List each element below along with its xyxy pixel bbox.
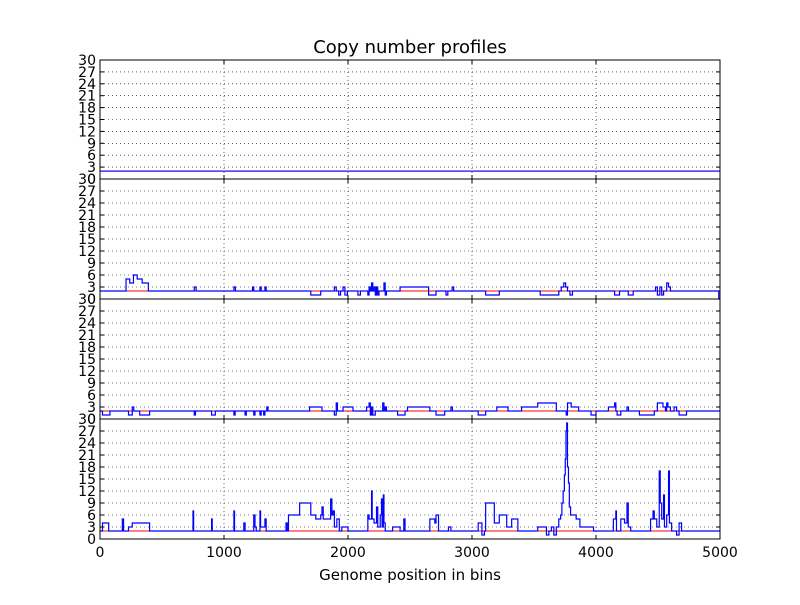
profile-line-2 xyxy=(100,274,720,300)
profile-line-4 xyxy=(100,422,720,536)
y-tick-label: 30 xyxy=(78,292,96,308)
y-tick-label: 9 xyxy=(87,256,96,272)
y-tick-label: 18 xyxy=(78,340,96,356)
y-tick-label: 24 xyxy=(78,436,96,452)
y-tick-label: 15 xyxy=(78,113,96,129)
y-tick-label: 30 xyxy=(78,53,96,69)
baseline-layer xyxy=(100,170,720,532)
y-tick-label: 12 xyxy=(78,484,96,500)
y-tick-label: 15 xyxy=(78,352,96,368)
y-tick-label: 24 xyxy=(78,77,96,93)
x-tick-label: 4000 xyxy=(578,545,614,561)
y-tick-label: 18 xyxy=(78,460,96,476)
y-tick-layer: 0369121518212427300369121518212427300369… xyxy=(78,53,720,548)
y-tick-label: 0 xyxy=(87,172,96,188)
y-tick-label: 0 xyxy=(87,292,96,308)
y-tick-label: 9 xyxy=(87,376,96,392)
y-tick-label: 12 xyxy=(78,124,96,140)
y-tick-label: 21 xyxy=(78,448,96,464)
y-tick-label: 30 xyxy=(78,412,96,428)
y-tick-label: 12 xyxy=(78,364,96,380)
y-tick-label: 15 xyxy=(78,232,96,248)
profile-layer xyxy=(100,170,720,536)
y-tick-label: 18 xyxy=(78,220,96,236)
x-axis-label: Genome position in bins xyxy=(319,566,501,584)
x-tick-label: 1000 xyxy=(206,545,242,561)
y-tick-label: 9 xyxy=(87,496,96,512)
x-tick-label: 3000 xyxy=(454,545,490,561)
y-tick-label: 27 xyxy=(78,424,96,440)
y-tick-label: 24 xyxy=(78,196,96,212)
x-tick-label: 0 xyxy=(96,545,105,561)
y-tick-label: 3 xyxy=(87,160,96,176)
y-tick-label: 9 xyxy=(87,136,96,152)
y-tick-label: 3 xyxy=(87,520,96,536)
y-tick-label: 12 xyxy=(78,244,96,260)
y-tick-label: 30 xyxy=(78,172,96,188)
y-tick-label: 0 xyxy=(87,412,96,428)
y-tick-label: 0 xyxy=(87,532,96,548)
y-tick-label: 6 xyxy=(87,508,96,524)
y-tick-label: 3 xyxy=(87,400,96,416)
y-tick-label: 6 xyxy=(87,388,96,404)
x-tick-label: 5000 xyxy=(702,545,738,561)
y-tick-label: 27 xyxy=(78,304,96,320)
y-tick-label: 6 xyxy=(87,268,96,284)
y-tick-label: 21 xyxy=(78,89,96,105)
y-tick-label: 27 xyxy=(78,184,96,200)
y-tick-label: 21 xyxy=(78,208,96,224)
chart-title: Copy number profiles xyxy=(313,37,507,58)
x-tick-label: 2000 xyxy=(330,545,366,561)
y-tick-label: 24 xyxy=(78,316,96,332)
y-tick-label: 27 xyxy=(78,65,96,81)
profile-line-3 xyxy=(100,402,720,416)
x-tick-layer: 0 1000 2000 3000 4000 5000 xyxy=(96,60,738,561)
y-tick-label: 18 xyxy=(78,101,96,117)
y-tick-label: 3 xyxy=(87,280,96,296)
y-tick-label: 15 xyxy=(78,472,96,488)
y-tick-label: 6 xyxy=(87,148,96,164)
y-tick-label: 21 xyxy=(78,328,96,344)
